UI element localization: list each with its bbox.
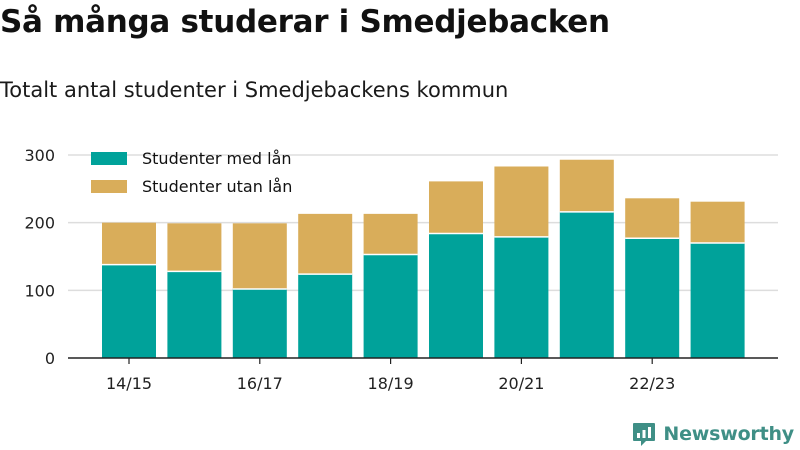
legend-swatch-without-loan — [91, 180, 127, 193]
chart-subtitle: Totalt antal studenter i Smedjebackens k… — [0, 78, 509, 102]
x-tick-label: 22/23 — [629, 374, 675, 393]
bar-segment-without-loan — [494, 166, 549, 237]
y-axis-ticks: 0 100 200 300 — [24, 146, 55, 368]
bar-segment-with-loan — [102, 264, 156, 358]
bar-segment-with-loan — [494, 236, 549, 358]
bar-segment-without-loan — [559, 159, 614, 212]
y-tick-label: 300 — [24, 146, 55, 165]
bar-segment-with-loan — [167, 271, 222, 358]
bar-segment-with-loan — [363, 254, 418, 358]
x-tick-label: 20/21 — [498, 374, 544, 393]
chart-title: Så många studerar i Smedjebacken — [0, 4, 610, 40]
newsworthy-logo-icon — [633, 423, 656, 446]
x-tick-label: 16/17 — [237, 374, 283, 393]
x-axis: 14/15 16/17 18/19 20/21 22/23 — [68, 357, 778, 393]
brand-name: Newsworthy — [663, 423, 794, 445]
bar-segment-without-loan — [429, 181, 483, 234]
bar-segment-without-loan — [690, 201, 745, 243]
legend: Studenter med lån Studenter utan lån — [91, 149, 292, 196]
bar-segment-with-loan — [298, 274, 353, 358]
x-tick-label: 14/15 — [106, 374, 152, 393]
bar-segment-with-loan — [232, 288, 287, 358]
bar-segment-with-loan — [625, 238, 680, 358]
bar-segment-without-loan — [102, 222, 156, 265]
bar-segment-without-loan — [232, 223, 287, 289]
x-tick-label: 18/19 — [368, 374, 414, 393]
y-tick-label: 0 — [45, 349, 55, 368]
bar-segment-with-loan — [690, 242, 745, 358]
y-tick-label: 100 — [24, 281, 55, 300]
y-tick-label: 200 — [24, 214, 55, 233]
bar-segment-without-loan — [167, 223, 222, 272]
brand-logo: Newsworthy — [631, 419, 794, 449]
bar-segment-without-loan — [298, 213, 353, 275]
bar-segment-without-loan — [363, 213, 418, 255]
bar-segment-with-loan — [559, 211, 614, 358]
bar-segment-without-loan — [625, 198, 680, 239]
bar-segment-with-loan — [429, 233, 483, 358]
bars — [102, 159, 745, 358]
legend-swatch-with-loan — [91, 152, 127, 165]
legend-label: Studenter med lån — [142, 149, 292, 168]
legend-label: Studenter utan lån — [142, 177, 292, 196]
